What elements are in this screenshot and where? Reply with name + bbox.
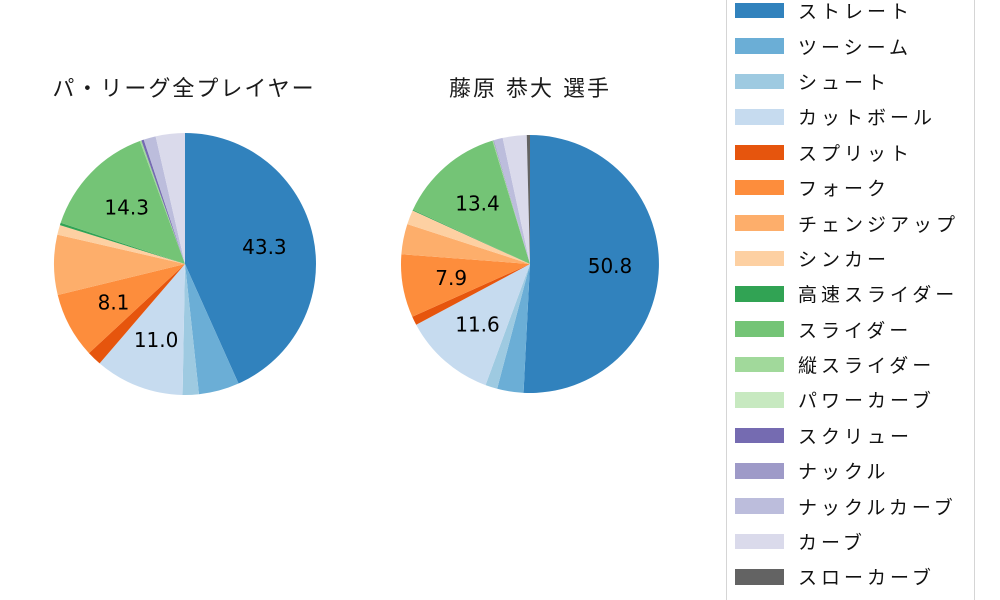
legend-item-16: スローカーブ <box>727 559 974 594</box>
legend-label: スプリット <box>798 142 914 165</box>
pie-1-value-label-3: 11.6 <box>455 312 500 336</box>
pie-0-value-label-3: 11.0 <box>134 328 179 352</box>
legend-swatch-icon <box>735 250 784 267</box>
legend-label: シンカー <box>798 248 891 271</box>
pie-0-slice-12 <box>141 139 185 264</box>
legend-swatch-icon <box>735 73 784 90</box>
legend-swatch-icon <box>735 498 784 514</box>
pie-0-slice-10 <box>139 140 185 264</box>
legend-item-7: シンカー <box>727 241 974 276</box>
pie-1-slice-13 <box>493 140 530 264</box>
legend-item-13: ナックル <box>727 453 974 488</box>
pie-1-slice-8 <box>412 209 530 264</box>
legend-label: カットボール <box>798 107 937 130</box>
legend-swatch-icon <box>735 533 784 550</box>
legend-swatch-icon <box>735 321 784 337</box>
legend-item-4: スプリット <box>727 135 974 170</box>
legend-label: スライダー <box>798 319 913 342</box>
legend-item-11: パワーカーブ <box>727 382 974 417</box>
pie-0-slice-4 <box>88 264 185 364</box>
pie-0-slice-6 <box>54 234 186 295</box>
legend-item-5: フォーク <box>727 170 974 205</box>
pie-0-slice-15 <box>155 133 185 264</box>
legend-label: ナックルカーブ <box>798 496 957 519</box>
legend-label: スローカーブ <box>798 567 935 590</box>
legend-item-1: ツーシーム <box>727 28 974 63</box>
pie-0-slice-9 <box>60 141 185 264</box>
legend-item-6: チェンジアップ <box>727 205 974 240</box>
legend-label: ストレート <box>798 1 914 24</box>
legend-label: スクリュー <box>798 425 914 448</box>
legend-swatch-icon <box>735 463 784 479</box>
pie-0-slice-0 <box>185 133 316 384</box>
pie-1-slice-6 <box>401 224 530 264</box>
legend-item-8: 高速スライダー <box>727 276 974 311</box>
legend-swatch-icon <box>735 109 784 125</box>
pie-0-slice-1 <box>185 264 239 395</box>
legend-item-12: スクリュー <box>727 418 974 453</box>
legend-item-14: ナックルカーブ <box>727 488 974 523</box>
pie-1-slice-1 <box>497 264 530 393</box>
pie-1-value-label-9: 13.4 <box>455 192 500 216</box>
legend-swatch-icon <box>735 179 784 196</box>
pie-1-slice-3 <box>416 264 530 386</box>
pie-1-slice-16 <box>526 135 530 264</box>
legend-label: パワーカーブ <box>798 390 935 413</box>
pie-1-slice-0 <box>523 135 659 393</box>
legend-label: シュート <box>798 71 891 94</box>
pie-1-value-label-5: 7.9 <box>435 266 467 290</box>
pie-0-slice-14 <box>143 136 185 264</box>
pie-0-value-label-9: 14.3 <box>104 196 149 220</box>
pie-1-slice-4 <box>412 264 530 325</box>
legend-items: ストレートツーシームシュートカットボール スプリットフォークチェンジアップ シンカー… <box>727 0 974 595</box>
legend-swatch-icon <box>735 38 784 54</box>
legend-label: 高速スライダー <box>798 284 959 307</box>
legend-item-15: カーブ <box>727 524 974 559</box>
pie-0-slice-2 <box>182 264 199 396</box>
pie-1-slice-7 <box>407 210 530 264</box>
legend-label: カーブ <box>798 532 866 555</box>
pie-0-slice-5 <box>57 264 185 354</box>
legend-swatch-icon <box>735 392 784 408</box>
legend-swatch-icon <box>735 2 784 19</box>
legend-label: フォーク <box>798 178 891 201</box>
pie-1-value-label-0: 50.8 <box>588 254 633 278</box>
legend-swatch-icon <box>735 215 784 231</box>
pie-0-slice-8 <box>59 222 185 264</box>
legend-swatch-icon <box>735 286 784 302</box>
pie-1-slice-9 <box>412 140 530 264</box>
pie-1-slice-15 <box>502 135 530 264</box>
pie-0-slice-3 <box>99 264 185 395</box>
legend-item-10: 縦スライダー <box>727 347 974 382</box>
pie-1-slice-14 <box>494 137 530 264</box>
pie-1-slice-2 <box>485 264 530 389</box>
pie-0-slice-7 <box>57 225 186 264</box>
legend-label: ツーシーム <box>798 36 913 59</box>
legend-item-3: カットボール <box>727 99 974 134</box>
legend-label: 縦スライダー <box>798 355 936 378</box>
pie-0-value-label-5: 8.1 <box>98 291 130 315</box>
pie-0-value-label-0: 43.3 <box>242 235 287 259</box>
legend-swatch-icon <box>735 569 784 585</box>
legend-label: ナックル <box>798 461 890 484</box>
legend-swatch-icon <box>735 144 784 160</box>
legend-label: チェンジアップ <box>798 213 960 236</box>
right-pie-title: 藤原 恭大 選手 <box>449 77 611 102</box>
pie-1-slice-10 <box>492 140 530 264</box>
legend-item-0: ストレート <box>727 0 974 28</box>
legend-item-9: スライダー <box>727 312 974 347</box>
legend: ストレートツーシームシュートカットボール スプリットフォークチェンジアップ シンカー… <box>726 0 975 600</box>
legend-item-2: シュート <box>727 64 974 99</box>
legend-swatch-icon <box>735 427 784 444</box>
legend-swatch-icon <box>735 356 784 373</box>
left-pie-title: パ・リーグ全プレイヤー <box>52 77 316 102</box>
pie-1-slice-5 <box>401 254 530 317</box>
